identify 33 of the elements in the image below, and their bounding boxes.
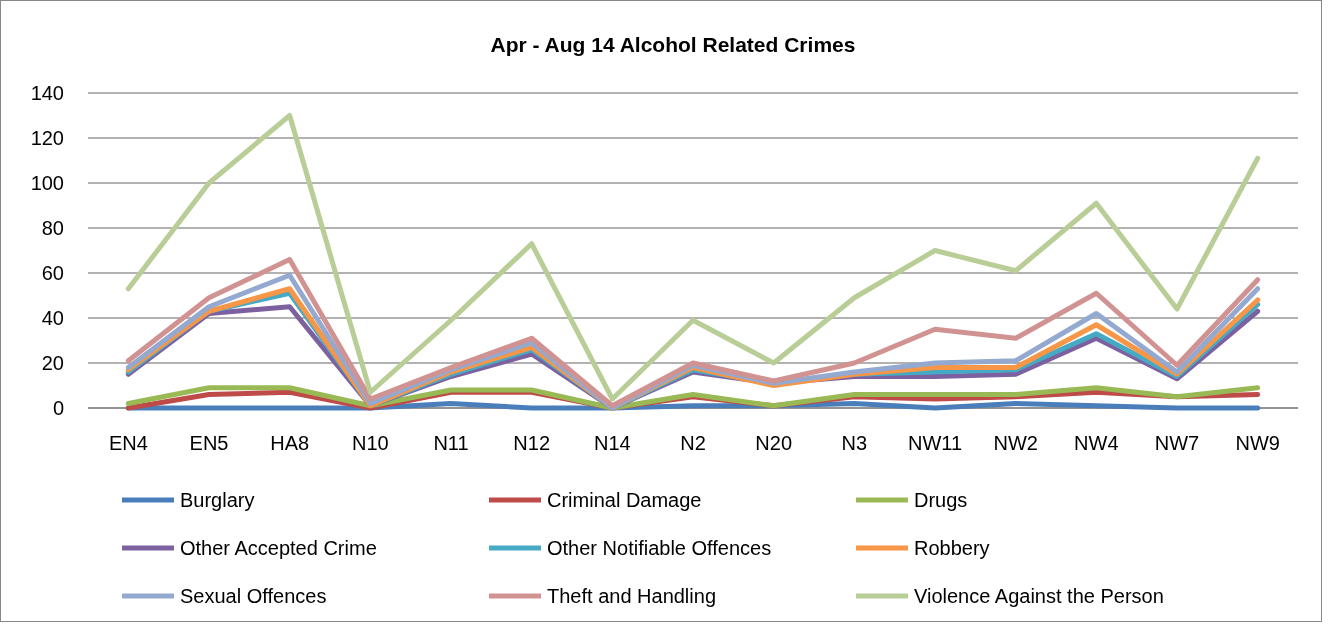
y-tick-label: 120 bbox=[30, 127, 64, 149]
legend-label: Sexual Offences bbox=[180, 585, 327, 607]
x-tick-label: HA8 bbox=[270, 432, 310, 454]
x-tick-label: NW7 bbox=[1154, 432, 1200, 454]
x-tick-label: N14 bbox=[593, 432, 631, 454]
x-tick-label: N20 bbox=[755, 432, 793, 454]
y-tick-label: 60 bbox=[41, 262, 64, 284]
legend-label: Violence Against the Person bbox=[914, 585, 1164, 607]
legend-label: Burglary bbox=[180, 489, 255, 511]
y-tick-label: 140 bbox=[30, 82, 64, 104]
legend-label: Other Accepted Crime bbox=[180, 537, 377, 559]
x-tick-label: N10 bbox=[351, 432, 389, 454]
x-tick-label: EN5 bbox=[189, 432, 229, 454]
x-tick-label: N3 bbox=[841, 432, 868, 454]
chart-title: Apr - Aug 14 Alcohol Related Crimes bbox=[490, 33, 856, 56]
legend-label: Drugs bbox=[914, 489, 968, 511]
y-tick-label: 80 bbox=[41, 217, 64, 239]
x-tick-label: EN4 bbox=[108, 432, 148, 454]
y-tick-label: 100 bbox=[30, 172, 64, 194]
x-tick-label: NW11 bbox=[907, 432, 963, 454]
legend-label: Robbery bbox=[914, 537, 990, 559]
x-tick-label: N2 bbox=[680, 432, 706, 454]
x-tick-label: NW4 bbox=[1074, 432, 1119, 454]
y-tick-label: 0 bbox=[52, 397, 64, 419]
x-tick-label: N12 bbox=[513, 432, 551, 454]
legend-label: Other Notifiable Offences bbox=[547, 537, 772, 559]
x-tick-label: NW2 bbox=[993, 432, 1038, 454]
y-tick-label: 40 bbox=[41, 307, 64, 329]
legend-label: Theft and Handling bbox=[547, 585, 717, 607]
y-tick-label: 20 bbox=[41, 352, 64, 374]
x-tick-label: NW9 bbox=[1235, 432, 1280, 454]
x-tick-label: N11 bbox=[433, 432, 469, 454]
legend-label: Criminal Damage bbox=[547, 489, 702, 511]
